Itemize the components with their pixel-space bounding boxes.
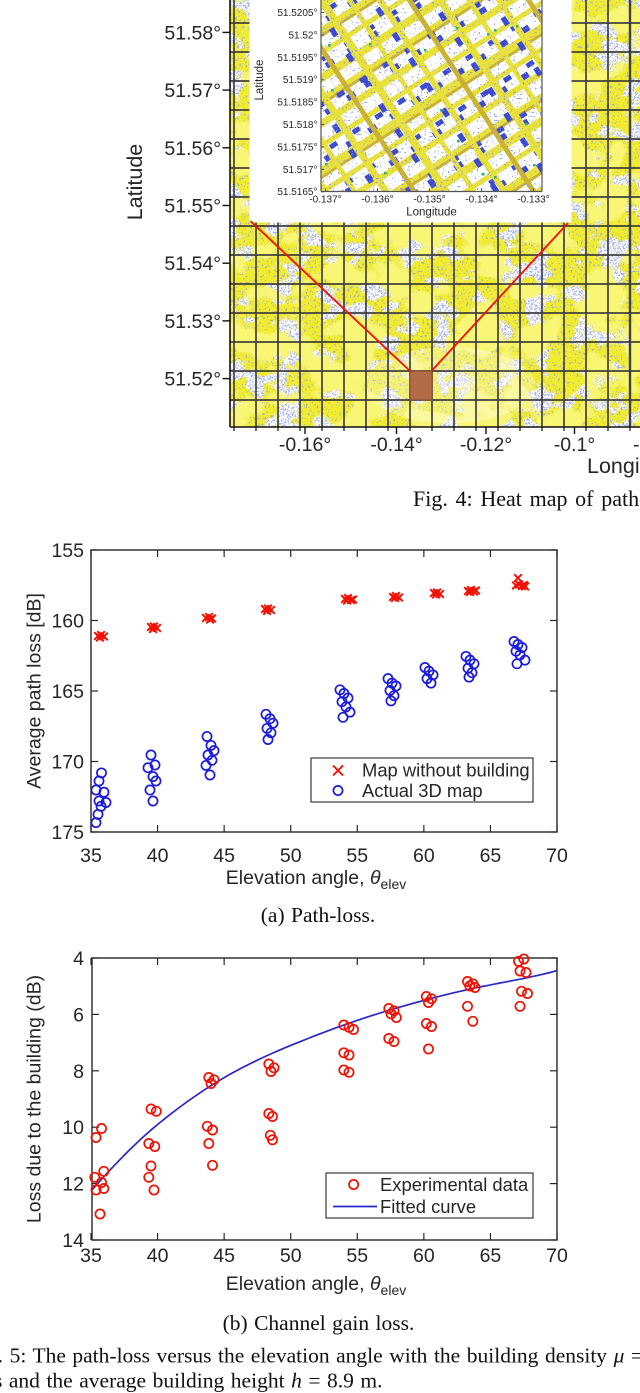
svg-text:60: 60	[413, 845, 435, 867]
svg-text:Average path loss [dB]: Average path loss [dB]	[24, 593, 46, 789]
svg-text:Fig. 5: The path-loss versus t: Fig. 5: The path-loss versus the elevati…	[0, 1344, 640, 1368]
svg-text:51.519°: 51.519°	[283, 75, 318, 86]
svg-text:-0.136°: -0.136°	[361, 195, 393, 206]
svg-text:70: 70	[546, 1245, 568, 1267]
svg-text:51.56°: 51.56°	[164, 138, 221, 160]
svg-text:60: 60	[413, 1245, 435, 1267]
svg-text:51.517°: 51.517°	[283, 165, 318, 176]
svg-text:51.53°: 51.53°	[164, 311, 221, 333]
svg-text:51.52°: 51.52°	[164, 369, 221, 391]
svg-text:55: 55	[346, 1245, 368, 1267]
svg-text:s and the average building hei: s and the average building height h = 8.…	[0, 1369, 383, 1393]
svg-text:51.55°: 51.55°	[164, 196, 221, 218]
svg-text:-0.137°: -0.137°	[309, 195, 341, 206]
svg-text:Fig. 4: Heat map of path-lo: Fig. 4: Heat map of path-lo	[413, 486, 640, 511]
svg-text:55: 55	[346, 845, 368, 867]
svg-text:-0.12°: -0.12°	[460, 434, 512, 456]
svg-text:40: 40	[147, 1245, 169, 1267]
svg-text:51.54°: 51.54°	[164, 253, 221, 275]
svg-text:51.5165°: 51.5165°	[277, 187, 317, 198]
svg-text:Experimental data: Experimental data	[380, 1174, 529, 1195]
svg-text:40: 40	[147, 845, 169, 867]
svg-text:155: 155	[51, 540, 84, 562]
svg-text:(b) Channel gain loss.: (b) Channel gain loss.	[223, 1311, 415, 1335]
svg-text:Fitted curve: Fitted curve	[380, 1196, 476, 1217]
svg-text:14: 14	[62, 1230, 84, 1252]
svg-text:-0.133°: -0.133°	[517, 195, 549, 206]
svg-text:50: 50	[280, 845, 302, 867]
svg-text:Elevation angle, θelev: Elevation angle, θelev	[226, 1273, 406, 1298]
svg-text:65: 65	[480, 1245, 502, 1267]
svg-text:8: 8	[73, 1061, 84, 1083]
svg-text:Loss due to the building (dB): Loss due to the building (dB)	[24, 975, 46, 1223]
svg-text:12: 12	[62, 1174, 84, 1196]
svg-text:51.52°: 51.52°	[288, 30, 317, 41]
svg-text:Latitude: Latitude	[123, 144, 147, 221]
svg-text:51.5195°: 51.5195°	[277, 53, 317, 64]
svg-text:165: 165	[51, 681, 84, 703]
svg-text:35: 35	[80, 1245, 102, 1267]
svg-text:51.5185°: 51.5185°	[277, 98, 317, 109]
svg-text:51.5205°: 51.5205°	[277, 8, 317, 19]
svg-text:10: 10	[62, 1117, 84, 1139]
svg-text:45: 45	[213, 1245, 235, 1267]
svg-text:170: 170	[51, 752, 84, 774]
svg-text:Elevation angle, θelev: Elevation angle, θelev	[226, 867, 406, 892]
svg-text:35: 35	[80, 845, 102, 867]
svg-text:6: 6	[73, 1004, 84, 1026]
svg-text:-0.135°: -0.135°	[413, 195, 445, 206]
svg-text:Map without building: Map without building	[362, 760, 530, 781]
svg-text:(a) Path-loss.: (a) Path-loss.	[261, 903, 375, 927]
svg-text:51.57°: 51.57°	[164, 80, 221, 102]
svg-text:-0.1°: -0.1°	[554, 434, 595, 456]
svg-text:51.5175°: 51.5175°	[277, 142, 317, 153]
svg-text:-0.08°: -0.08°	[633, 434, 640, 456]
svg-text:70: 70	[546, 845, 568, 867]
svg-text:175: 175	[51, 822, 84, 844]
svg-text:65: 65	[480, 845, 502, 867]
svg-text:Actual 3D map: Actual 3D map	[362, 780, 483, 801]
svg-text:Longitude: Longitude	[587, 454, 640, 478]
svg-text:160: 160	[51, 611, 84, 633]
svg-text:-0.134°: -0.134°	[465, 195, 497, 206]
svg-text:Latitude: Latitude	[254, 60, 266, 101]
svg-text:Longitude: Longitude	[406, 207, 457, 219]
svg-text:45: 45	[213, 845, 235, 867]
svg-text:51.58°: 51.58°	[164, 22, 221, 44]
svg-text:51.518°: 51.518°	[283, 120, 318, 131]
svg-text:-0.14°: -0.14°	[370, 434, 422, 456]
svg-text:50: 50	[280, 1245, 302, 1267]
svg-text:4: 4	[73, 948, 84, 970]
svg-text:-0.16°: -0.16°	[279, 434, 331, 456]
